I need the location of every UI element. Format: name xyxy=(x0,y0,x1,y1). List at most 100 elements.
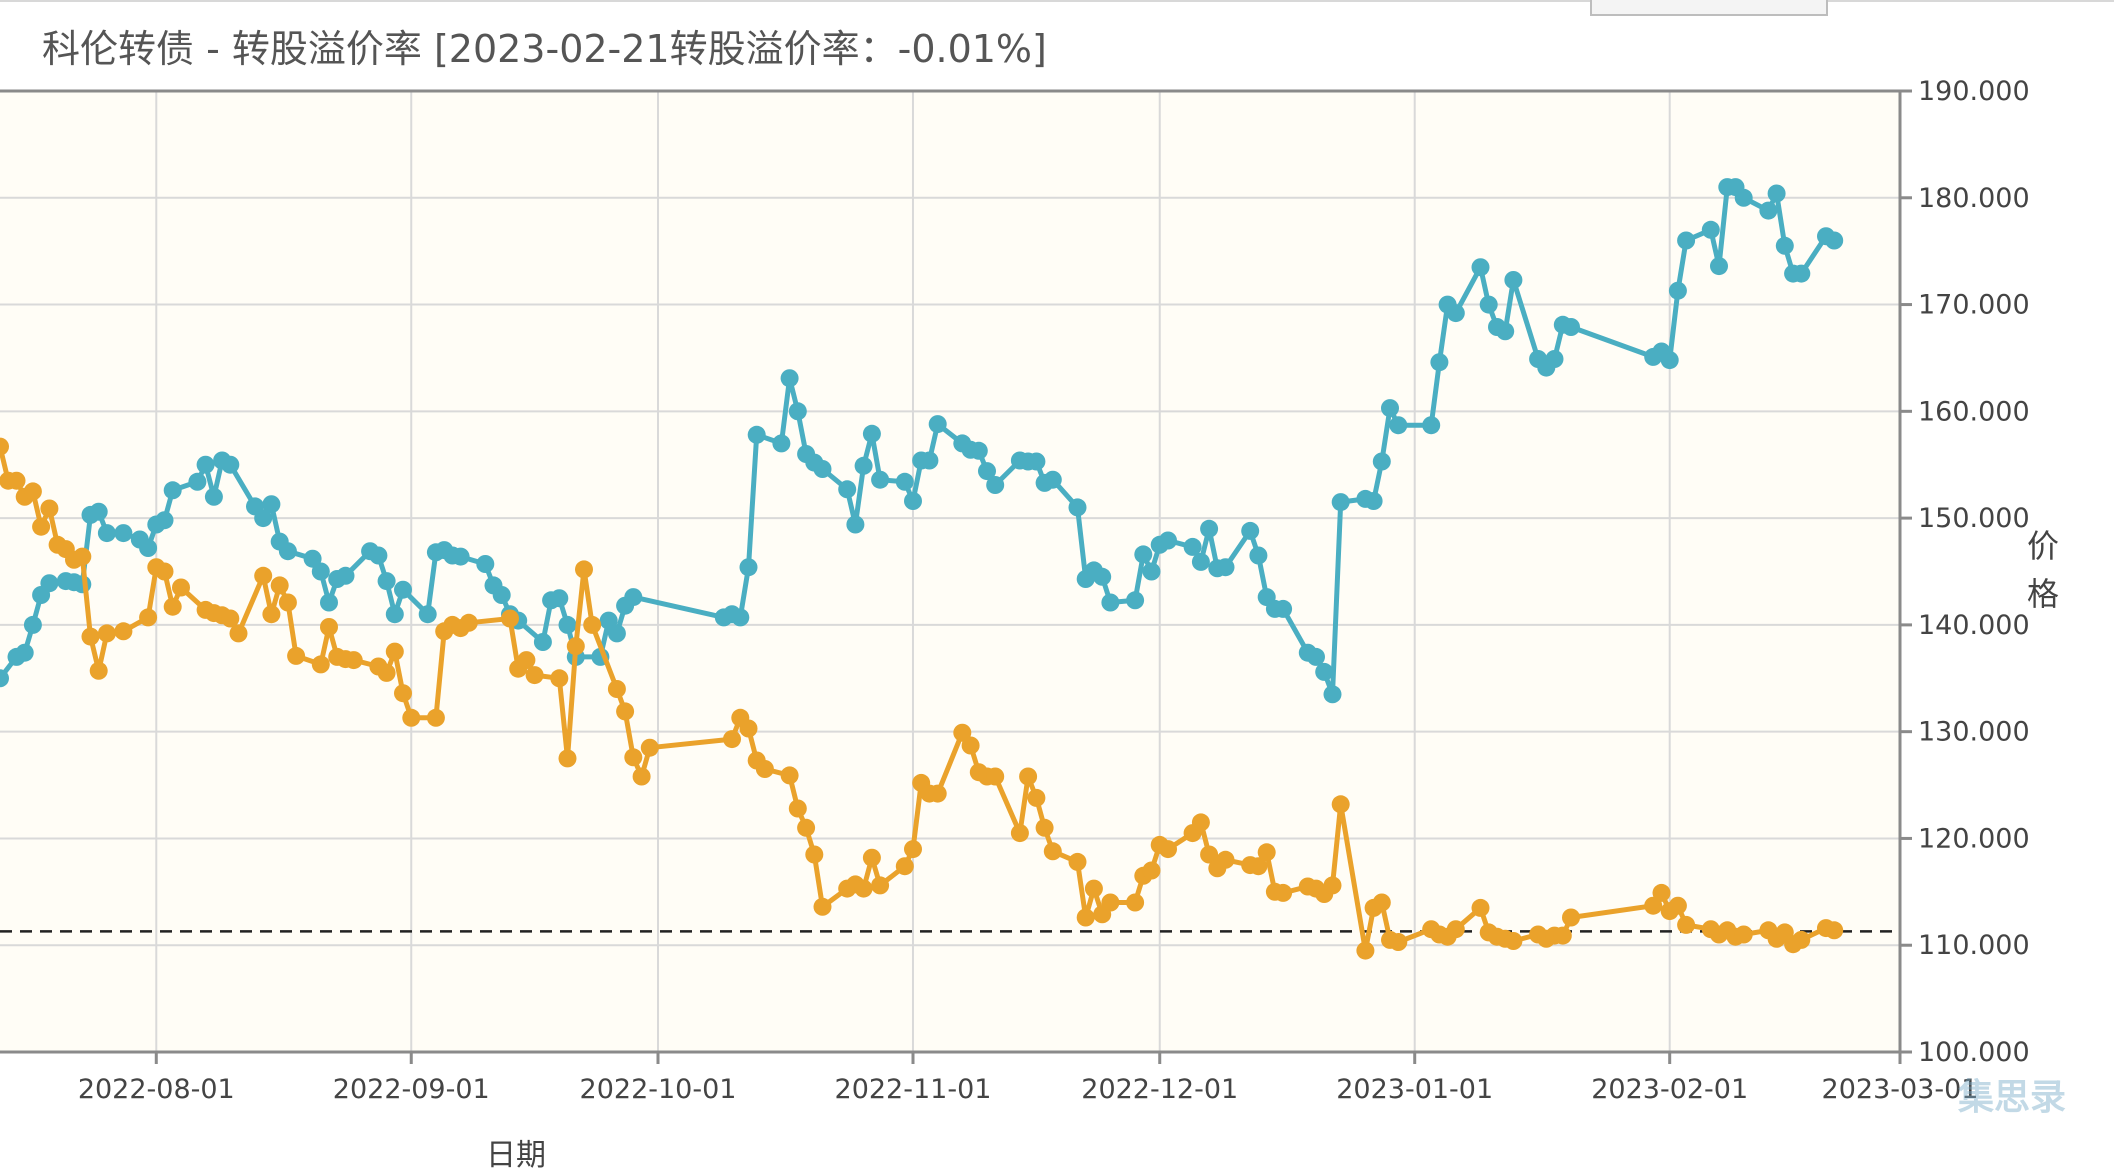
data-point xyxy=(163,597,182,616)
data-point xyxy=(805,845,824,864)
data-point xyxy=(7,471,26,490)
data-point xyxy=(163,481,182,500)
data-point xyxy=(1372,452,1391,471)
data-point xyxy=(1027,788,1046,807)
data-point xyxy=(1010,824,1029,843)
data-point xyxy=(1446,920,1465,939)
data-point xyxy=(813,460,832,478)
data-point xyxy=(1372,893,1391,912)
data-point xyxy=(1159,840,1177,859)
data-point xyxy=(394,684,412,703)
data-point xyxy=(287,646,306,665)
series-layer xyxy=(0,178,1844,960)
data-point xyxy=(1307,647,1325,666)
data-point xyxy=(1825,921,1844,940)
data-point xyxy=(928,784,947,803)
data-point xyxy=(780,766,799,785)
data-point xyxy=(1504,271,1523,289)
data-point xyxy=(986,476,1005,494)
data-point xyxy=(862,848,881,867)
data-point xyxy=(188,472,207,491)
data-point xyxy=(1216,558,1235,577)
data-point xyxy=(32,517,51,536)
tick-labels: 100.000 110.000 120.000 130.000 140.000 150.0… xyxy=(78,76,2030,1105)
data-point xyxy=(517,651,536,670)
data-point xyxy=(23,615,42,634)
data-point xyxy=(1101,593,1120,612)
data-point xyxy=(1093,567,1112,586)
data-point xyxy=(1274,599,1293,618)
y-tick-label: 140.000 xyxy=(1918,610,2030,641)
y-tick-label: 190.000 xyxy=(1918,76,2030,107)
plot-background xyxy=(0,91,1900,1052)
data-point xyxy=(1216,850,1235,869)
x-tick-label: 2022-09-01 xyxy=(333,1074,490,1105)
data-point xyxy=(920,451,939,470)
data-point xyxy=(311,655,330,674)
data-point xyxy=(1274,883,1293,902)
data-point xyxy=(624,588,643,607)
data-point xyxy=(813,897,832,916)
data-point xyxy=(1356,941,1375,960)
chart-toolbar-button[interactable] xyxy=(1590,0,1828,16)
data-point xyxy=(1677,231,1696,250)
data-point xyxy=(1331,795,1350,814)
y-tick-label: 170.000 xyxy=(1918,290,2030,321)
data-point xyxy=(1076,908,1095,927)
data-point xyxy=(0,669,9,688)
data-point xyxy=(1759,201,1778,220)
data-point xyxy=(1734,188,1753,207)
top-border xyxy=(0,0,2114,2)
data-point xyxy=(788,799,807,818)
data-point xyxy=(1159,531,1177,550)
data-point xyxy=(139,539,158,557)
x-tick-label: 2022-12-01 xyxy=(1081,1074,1238,1105)
data-point xyxy=(928,415,947,434)
data-point xyxy=(904,492,922,510)
data-point xyxy=(558,749,577,768)
data-point xyxy=(838,480,857,499)
data-point xyxy=(1101,893,1120,912)
data-point xyxy=(1553,926,1572,945)
data-point xyxy=(624,748,643,767)
data-point xyxy=(204,487,223,506)
data-point xyxy=(172,578,190,597)
data-point xyxy=(599,611,618,630)
data-point xyxy=(550,669,569,688)
data-point xyxy=(953,723,972,742)
data-point xyxy=(904,840,922,859)
data-point xyxy=(723,730,741,749)
data-point xyxy=(1019,767,1038,786)
data-point xyxy=(1677,915,1696,934)
y-tick-label: 120.000 xyxy=(1918,823,2030,854)
data-point xyxy=(385,642,404,661)
data-point xyxy=(402,708,421,727)
data-point xyxy=(254,509,273,528)
data-point xyxy=(739,558,758,577)
data-point xyxy=(1043,842,1062,861)
axes xyxy=(0,89,1912,1064)
y-tick-label: 160.000 xyxy=(1918,396,2030,427)
data-point xyxy=(1644,896,1663,915)
data-point xyxy=(525,666,544,685)
data-point xyxy=(583,615,602,634)
y-axis-label: 价格 xyxy=(2026,527,2059,613)
series-2 xyxy=(0,437,1844,960)
data-point xyxy=(320,618,338,636)
data-point xyxy=(278,593,297,612)
data-point xyxy=(1504,932,1523,950)
data-point xyxy=(1068,852,1087,871)
data-point xyxy=(739,719,758,738)
data-point xyxy=(336,566,355,585)
data-point xyxy=(1710,257,1728,276)
data-point xyxy=(1471,898,1490,917)
data-point xyxy=(1389,416,1408,435)
data-point xyxy=(23,482,42,501)
data-point xyxy=(303,549,322,568)
data-point xyxy=(1200,519,1219,538)
data-point xyxy=(1191,813,1210,832)
data-point xyxy=(155,511,174,530)
data-point xyxy=(616,702,635,721)
data-point xyxy=(1183,537,1202,556)
data-point xyxy=(755,760,774,778)
